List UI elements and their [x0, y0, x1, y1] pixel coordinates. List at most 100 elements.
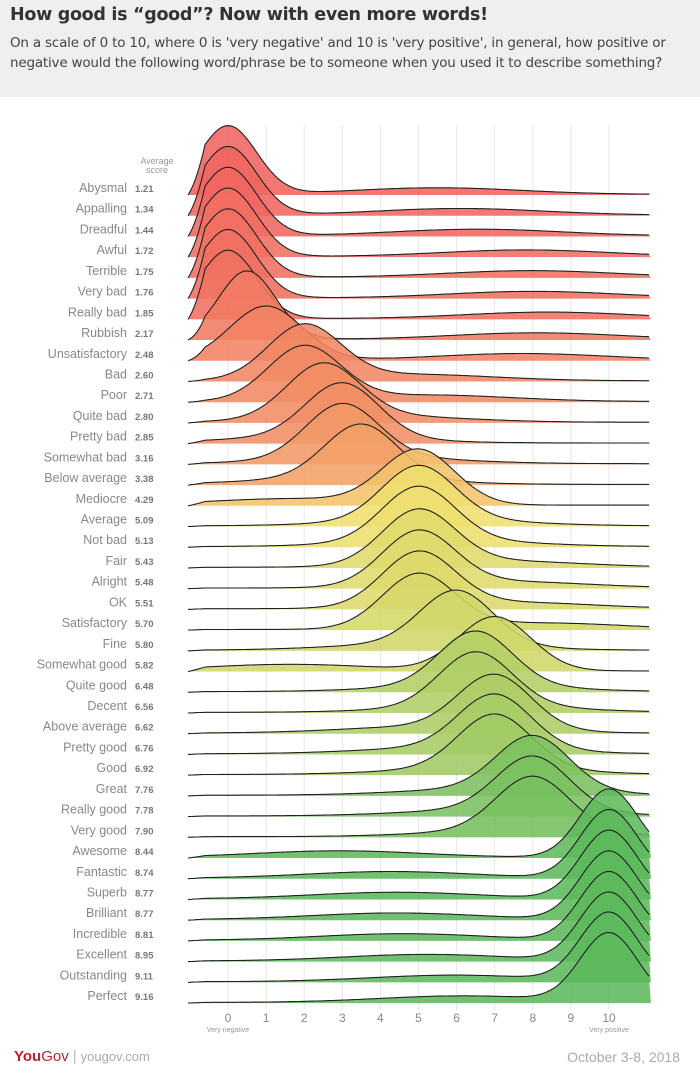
ridge-line	[187, 651, 649, 714]
ridge-line	[187, 775, 650, 838]
row-label: Quite bad	[73, 409, 127, 423]
row-label: Awesome	[72, 844, 127, 858]
ridge-line	[187, 931, 650, 1004]
x-tick-label: 5	[415, 1011, 422, 1025]
x-note-low: Very negative	[207, 1027, 250, 1034]
average-score: 6.56	[135, 702, 154, 713]
x-tick-label: 4	[377, 1011, 384, 1025]
ridge-line	[187, 673, 649, 735]
row-label: Dreadful	[80, 222, 127, 236]
row-label: Decent	[87, 699, 127, 713]
ridge-fill	[188, 616, 651, 672]
row-label: Fair	[105, 554, 127, 568]
row-label: Good	[96, 761, 127, 775]
row-label: Rubbish	[81, 326, 127, 340]
x-tick-label: 3	[339, 1011, 346, 1025]
average-score: 7.78	[135, 806, 154, 817]
ridge-line	[187, 305, 650, 362]
row-label: Pretty good	[63, 740, 127, 754]
row-label: Outstanding	[60, 968, 127, 982]
average-score: 5.70	[135, 619, 154, 630]
average-score: 5.82	[135, 661, 154, 672]
row-label: Really good	[61, 803, 127, 817]
average-score: 9.11	[135, 971, 154, 982]
row-label: Great	[96, 782, 128, 796]
row-label: Below average	[44, 471, 127, 485]
ridge-line	[187, 788, 650, 859]
row-label: Somewhat bad	[44, 450, 127, 464]
ridge-line	[187, 630, 649, 693]
row-label: Very good	[71, 823, 127, 837]
row-label: Perfect	[87, 989, 127, 1003]
ridge-line	[187, 382, 649, 445]
ridge-line	[187, 734, 650, 797]
ridge-line	[187, 228, 650, 299]
average-score: 1.85	[135, 308, 154, 319]
ridge-line	[187, 572, 649, 631]
row-label: Satisfactory	[62, 616, 128, 630]
ridge-line	[187, 166, 650, 237]
row-labels: Abysmal 1.21 Appalling 1.34 Dreadful 1.44 Awfu…	[37, 181, 155, 1003]
average-score: 5.80	[135, 640, 154, 651]
row-label: Terrible	[86, 264, 127, 278]
row-label: Superb	[87, 885, 127, 899]
ridge-line	[187, 615, 649, 673]
row-label: Poor	[101, 388, 127, 402]
average-score: 1.75	[135, 267, 154, 278]
average-score: 8.81	[135, 930, 154, 941]
row-label: Pretty bad	[70, 430, 127, 444]
average-score: 7.76	[135, 785, 154, 796]
x-tick-label: 9	[568, 1011, 575, 1025]
average-score: 6.76	[135, 743, 154, 754]
average-score: 3.16	[135, 453, 154, 464]
average-score: 2.85	[135, 433, 154, 444]
ridge-fill	[188, 403, 651, 465]
row-label: Incredible	[73, 927, 127, 941]
ridge-line	[188, 891, 650, 963]
average-score: 5.43	[135, 557, 154, 568]
source-url[interactable]: yougov.com	[80, 1049, 150, 1064]
ridge-line	[187, 448, 649, 507]
x-tick-label: 2	[301, 1011, 308, 1025]
average-score: 7.90	[135, 826, 154, 837]
ridge-fill	[188, 674, 651, 734]
average-score: 5.48	[135, 578, 154, 589]
logo-you: You	[14, 1048, 42, 1065]
ridge-line	[187, 187, 650, 258]
ridge-line	[187, 870, 650, 942]
row-label: Mediocre	[76, 492, 127, 506]
ridge-fill	[188, 424, 651, 486]
average-score: 8.77	[135, 909, 154, 920]
ridge-fill	[188, 631, 651, 693]
average-score: 8.44	[135, 847, 154, 858]
row-label: Really bad	[68, 305, 127, 319]
x-tick-label: 8	[529, 1011, 536, 1025]
ridge-line	[187, 145, 649, 216]
ridge-line	[187, 270, 650, 341]
x-note-high: Very positive	[589, 1027, 629, 1034]
average-score: 8.77	[135, 888, 154, 899]
ridge-line	[187, 464, 649, 528]
ridge-fill	[188, 932, 651, 1004]
average-score: 1.34	[135, 205, 154, 216]
row-label: Quite good	[66, 678, 127, 692]
chart-subtitle: On a scale of 0 to 10, where 0 is 'very …	[10, 35, 666, 71]
row-label: Excellent	[76, 948, 127, 962]
row-label: OK	[109, 595, 128, 609]
ridge-fill	[188, 651, 651, 713]
average-score: 2.17	[135, 329, 154, 340]
average-score: 1.76	[135, 288, 154, 299]
row-label: Alright	[92, 575, 128, 589]
row-label: Brilliant	[86, 906, 128, 920]
logo-gov: Gov	[41, 1048, 69, 1065]
ridge-line	[187, 362, 649, 424]
average-score: 1.72	[135, 246, 154, 257]
ridge-line	[187, 911, 650, 983]
value-column-header-line1: Average	[140, 156, 173, 166]
average-score: 5.13	[135, 536, 154, 547]
ridge-line	[187, 829, 650, 901]
ridgeline-chart: Average score Abysmal 1.21 Appalling 1.34 Dr…	[37, 125, 651, 1034]
logo-divider: |	[72, 1048, 77, 1065]
average-score: 5.51	[135, 598, 154, 609]
average-score: 2.48	[135, 350, 154, 361]
